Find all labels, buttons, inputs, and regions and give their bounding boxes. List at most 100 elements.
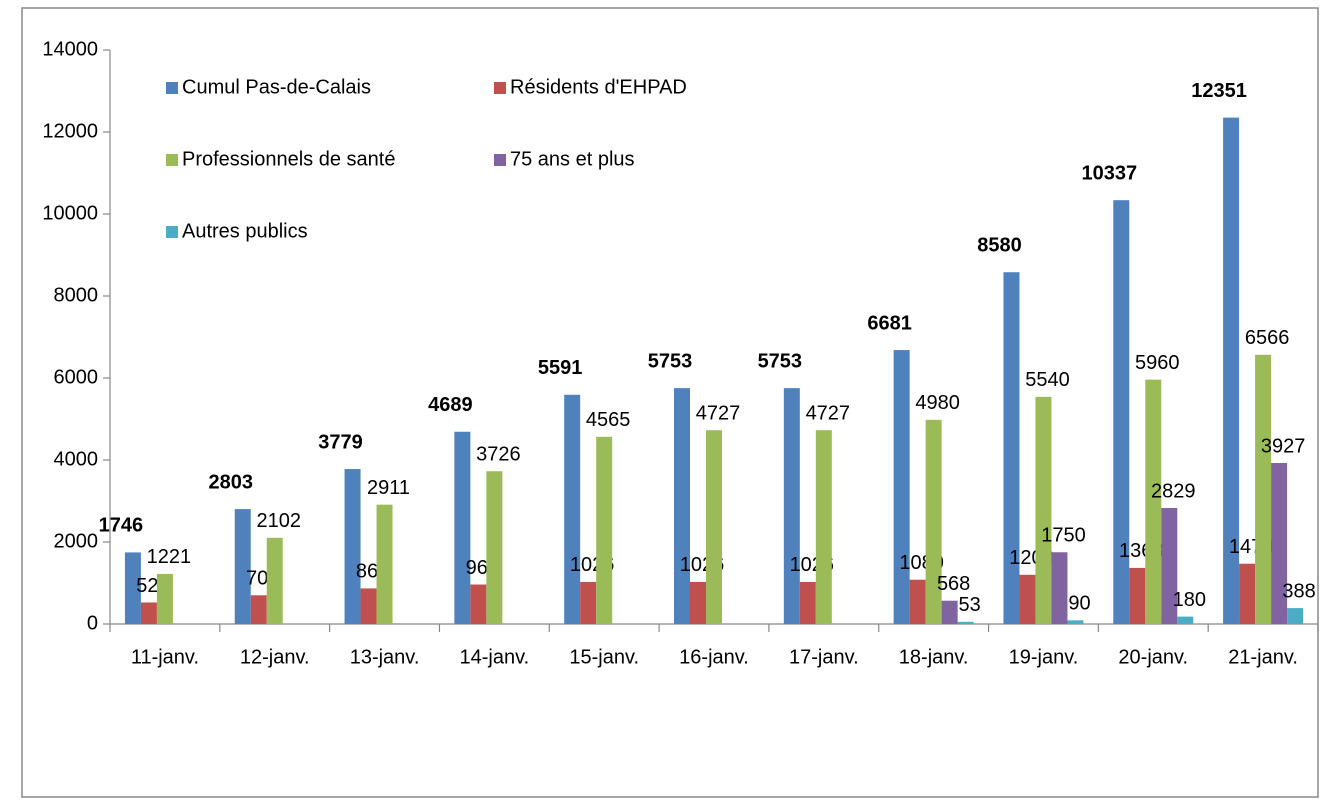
- legend-label: Autres publics: [182, 220, 308, 242]
- y-tick-label: 8000: [54, 284, 99, 306]
- data-label: 2803: [208, 471, 253, 493]
- y-tick-label: 14000: [42, 38, 98, 60]
- bar: [580, 581, 597, 624]
- legend-swatch: [166, 82, 178, 94]
- y-tick-label: 6000: [54, 366, 99, 388]
- x-tick-label: 11-janv.: [131, 646, 199, 668]
- data-label: 3927: [1261, 435, 1306, 457]
- bar: [941, 600, 958, 624]
- data-label: 4980: [915, 392, 960, 414]
- data-label: 4689: [428, 394, 473, 416]
- y-tick-label: 2000: [54, 530, 99, 552]
- bar: [706, 430, 722, 624]
- legend-swatch: [166, 154, 178, 166]
- data-label: 53: [959, 594, 981, 616]
- bar: [957, 621, 974, 624]
- bar: [925, 419, 942, 624]
- x-tick-label: 17-janv.: [789, 646, 859, 668]
- legend-swatch: [494, 82, 506, 94]
- bar: [1287, 608, 1304, 624]
- bar: [1003, 272, 1020, 624]
- data-label: 4727: [696, 402, 741, 424]
- chart-frame: [21, 7, 1319, 798]
- bar: [1161, 508, 1178, 624]
- bar: [783, 388, 800, 624]
- x-tick-label: 16-janv.: [679, 646, 749, 668]
- legend-swatch: [166, 226, 178, 238]
- bar: [234, 509, 251, 624]
- data-label: 90: [1068, 593, 1090, 615]
- legend-label: Cumul Pas-de-Calais: [182, 76, 371, 98]
- data-label: 3726: [476, 444, 521, 466]
- legend-label: Résidents d'EHPAD: [510, 76, 687, 98]
- bar: [799, 581, 816, 624]
- bar: [1113, 200, 1130, 625]
- bar: [1271, 462, 1288, 624]
- data-label: 4565: [586, 409, 631, 431]
- data-label: 388: [1282, 580, 1315, 602]
- bar: [266, 537, 283, 624]
- bar: [1067, 620, 1084, 624]
- bar: [344, 469, 361, 624]
- bar: [454, 431, 471, 624]
- data-label: 10337: [1081, 162, 1137, 184]
- bar: [360, 588, 377, 624]
- bar: [1223, 117, 1240, 624]
- bar: [1255, 354, 1272, 624]
- bar: [690, 581, 706, 624]
- data-label: 3779: [318, 431, 363, 453]
- x-tick-label: 15-janv.: [569, 646, 639, 668]
- data-label: 2911: [367, 477, 410, 499]
- x-tick-label: 14-janv.: [460, 646, 530, 668]
- x-tick-label: 12-janv.: [240, 646, 310, 668]
- data-label: 1746: [99, 515, 144, 537]
- data-label: 5591: [538, 357, 583, 379]
- bar: [909, 579, 926, 624]
- x-tick-label: 19-janv.: [1009, 646, 1079, 668]
- bar: [674, 388, 690, 624]
- data-label: 5540: [1025, 369, 1070, 391]
- data-label: 8580: [977, 235, 1022, 257]
- y-tick-label: 10000: [42, 202, 98, 224]
- data-label: 568: [937, 573, 970, 595]
- legend-label: 75 ans et plus: [510, 148, 635, 170]
- data-label: 12351: [1191, 80, 1247, 102]
- x-tick-label: 21-janv.: [1228, 646, 1298, 668]
- legend-swatch: [494, 154, 506, 166]
- bar: [1177, 616, 1194, 624]
- data-label: 4727: [806, 402, 851, 424]
- bar: [815, 430, 832, 624]
- data-label: 180: [1173, 589, 1206, 611]
- data-label: 2102: [256, 510, 301, 532]
- bar: [596, 436, 613, 624]
- bar: [1019, 574, 1036, 624]
- bar: [124, 552, 141, 624]
- x-tick-label: 13-janv.: [350, 646, 420, 668]
- bar: [250, 595, 267, 624]
- data-label: 1750: [1041, 525, 1086, 547]
- data-label: 5960: [1135, 352, 1180, 374]
- data-label: 6681: [867, 312, 912, 334]
- bar: [893, 350, 910, 624]
- data-label: 2829: [1151, 480, 1196, 502]
- data-label: 5753: [758, 350, 803, 372]
- bar: [1145, 379, 1162, 624]
- bar: [140, 602, 157, 624]
- bar: [486, 471, 503, 624]
- bar: [470, 584, 487, 624]
- y-tick-label: 4000: [54, 448, 99, 470]
- bar: [1035, 396, 1052, 624]
- data-label: 5753: [648, 350, 693, 372]
- y-tick-label: 0: [87, 612, 98, 634]
- data-label: 1221: [147, 546, 192, 568]
- data-label: 6566: [1245, 327, 1290, 349]
- x-tick-label: 20-janv.: [1118, 646, 1188, 668]
- y-tick-label: 12000: [42, 120, 98, 142]
- bar: [1239, 563, 1256, 624]
- legend-label: Professionnels de santé: [182, 148, 395, 170]
- bar: [376, 504, 393, 624]
- bar: [156, 573, 173, 624]
- bar: [1129, 567, 1146, 624]
- bar: [564, 394, 581, 624]
